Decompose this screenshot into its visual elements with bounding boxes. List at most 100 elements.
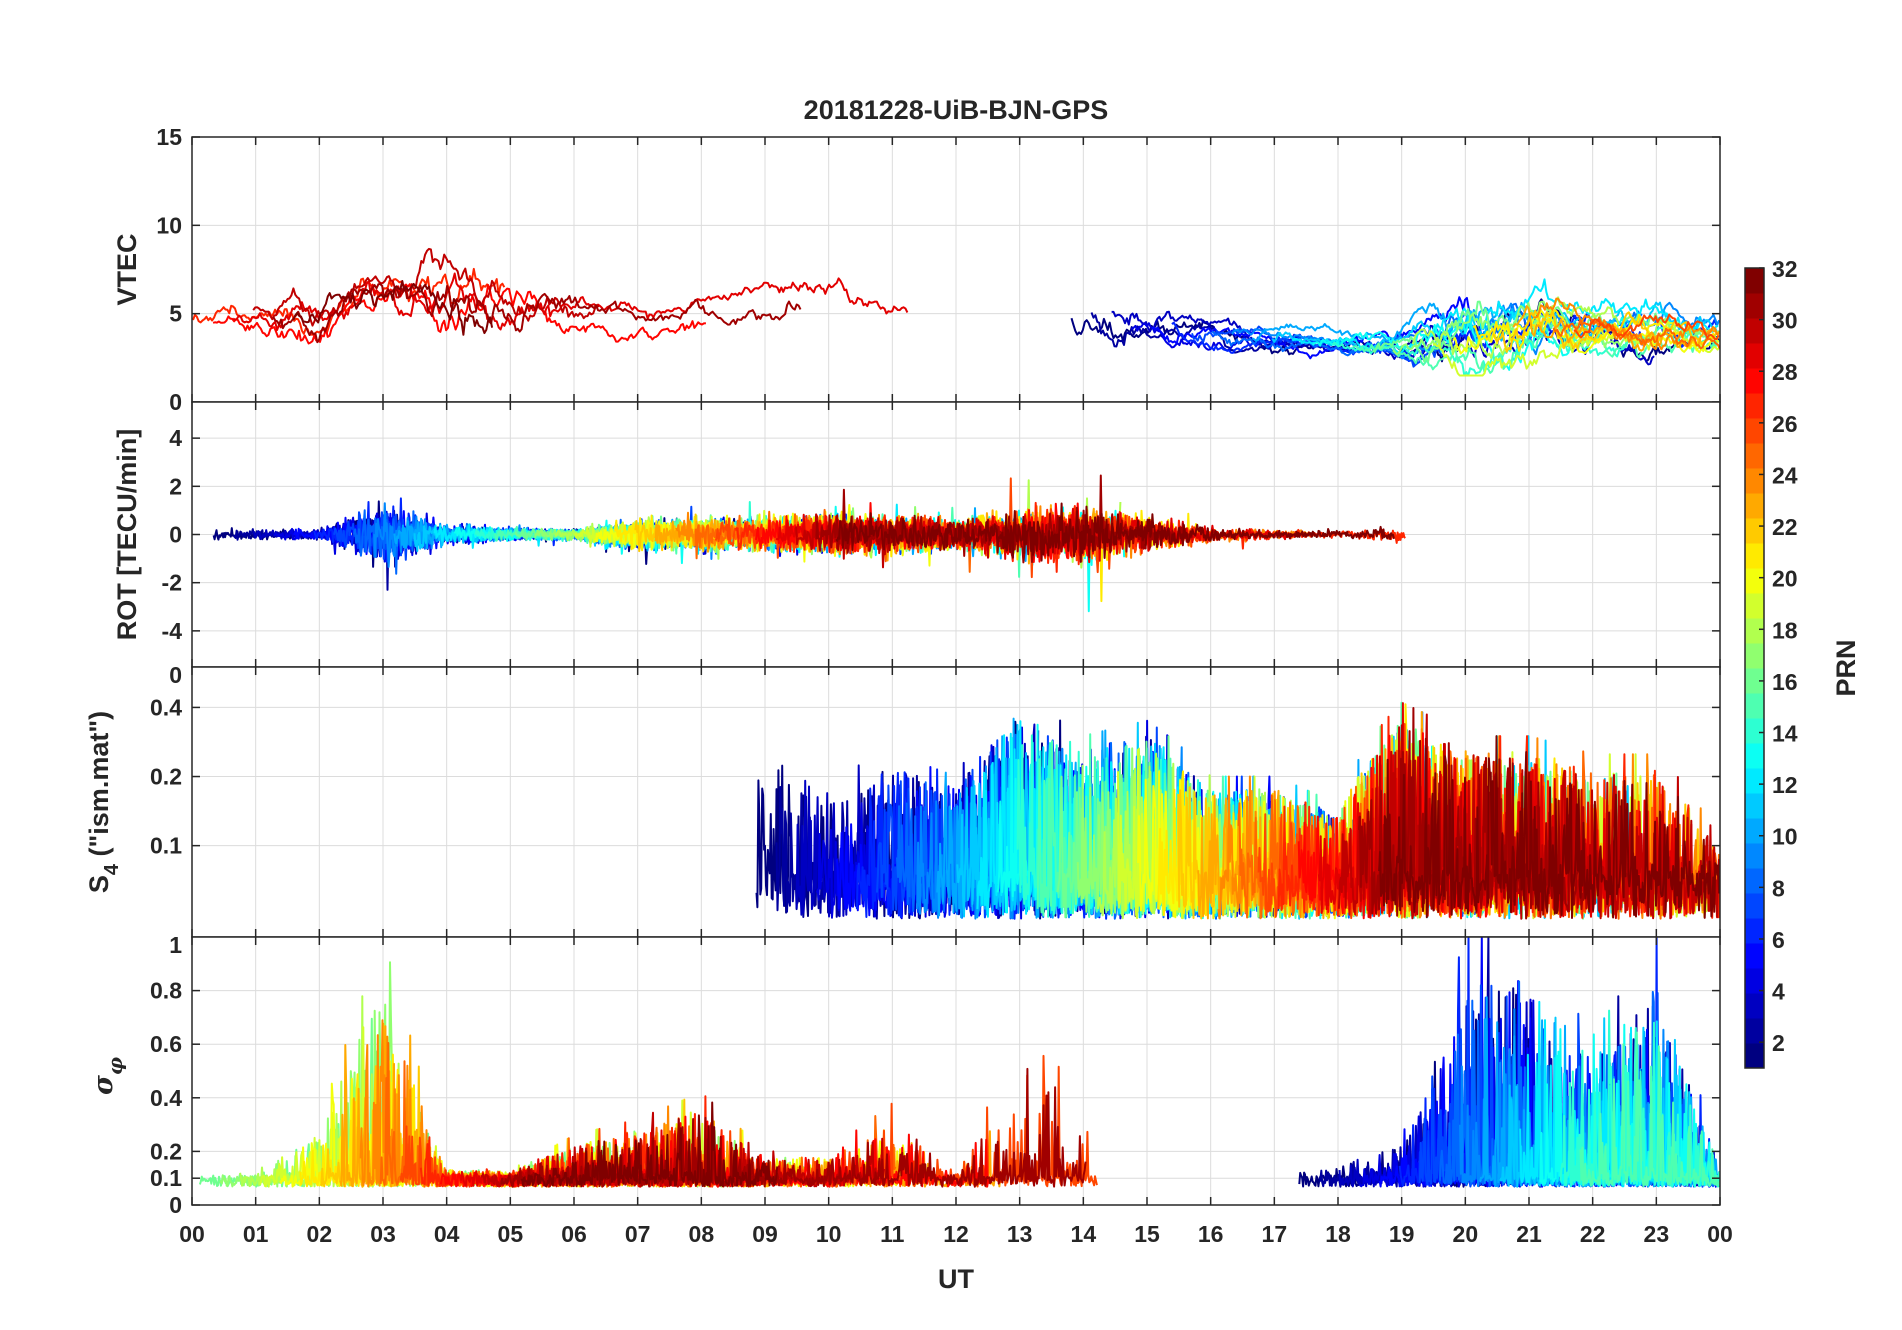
shared-x-axis: 00 01 02 03 04 05 06 07 08 09 10 11 12 13 14 15 16 17 18 19… [179, 1221, 1733, 1247]
series-group-vtec [192, 247, 1720, 377]
colorbar-segment [1745, 443, 1764, 469]
y-tick-label-vtec: 0 [169, 389, 182, 415]
colorbar-segment [1745, 818, 1764, 844]
colorbar-segment [1745, 793, 1764, 819]
colorbar-segment [1745, 393, 1764, 419]
colorbar-tick-label: 26 [1772, 411, 1798, 437]
y-tick-label-rot: -4 [162, 618, 183, 644]
colorbar-tick-label: 22 [1772, 514, 1798, 540]
colorbar-tick-label: 32 [1772, 256, 1798, 282]
colorbar-tick-label: 2 [1772, 1030, 1785, 1056]
x-tick-label: 06 [561, 1221, 587, 1247]
colorbar-segment [1745, 993, 1764, 1019]
series-line-sigma_phi-prn-32 [520, 1101, 779, 1188]
x-tick-label: 13 [1007, 1221, 1033, 1247]
x-tick-label: 23 [1644, 1221, 1670, 1247]
colorbar-segment [1745, 718, 1764, 744]
y-axis-label-rot: ROT [TECU/min] [112, 429, 142, 640]
series-group-sigma_phi [198, 937, 1720, 1188]
colorbar-segment [1745, 918, 1764, 944]
colorbar-segment [1745, 518, 1764, 544]
ticks-sigma_phi [191, 937, 1721, 1206]
y-tick-label-rot: 2 [169, 473, 182, 499]
series-group-rot [212, 474, 1406, 613]
x-tick-label: 20 [1453, 1221, 1479, 1247]
y-axis-label-sigma_phi: σφ [88, 1057, 127, 1095]
colorbar-tick-label: 16 [1772, 669, 1798, 695]
x-tick-label: 09 [752, 1221, 778, 1247]
colorbar-segment [1745, 1018, 1764, 1044]
y-tick-label-vtec: 5 [169, 301, 182, 327]
x-tick-label: 05 [498, 1221, 524, 1247]
series-line-sigma_phi-prn-15 [1579, 1031, 1720, 1188]
x-tick-label: 22 [1580, 1221, 1606, 1247]
colorbar-segment [1745, 343, 1764, 369]
figure-title: 20181228-UiB-BJN-GPS [804, 95, 1109, 125]
series-group-s4 [755, 701, 1720, 920]
colorbar-segment [1745, 843, 1764, 869]
colorbar-segment [1745, 568, 1764, 594]
colorbar-tick-label: 10 [1772, 824, 1798, 850]
series-line-vtec-prn-25 [1552, 316, 1720, 350]
panel-s4: 0.1 0.2 0.4 0 S4 ("ism.mat") [84, 662, 1721, 938]
series-line-vtec-prn-32 [292, 280, 494, 336]
series-line-vtec-prn-17 [1392, 300, 1720, 356]
colorbar-segment [1745, 968, 1764, 994]
colorbar-segment [1745, 943, 1764, 969]
colorbar-segment [1745, 593, 1764, 619]
colorbar-segment [1745, 368, 1764, 394]
colorbar-label: PRN [1831, 639, 1861, 696]
x-tick-label: 07 [625, 1221, 651, 1247]
x-tick-label: 10 [816, 1221, 842, 1247]
colorbar-segment [1745, 1043, 1764, 1069]
x-tick-label: 00 [1707, 1221, 1733, 1247]
colorbar-box [1744, 267, 1765, 1069]
colorbar-tick-label: 8 [1772, 875, 1785, 901]
series-line-vtec-prn-23 [1512, 305, 1720, 352]
y-tick-label-vtec: 10 [156, 212, 182, 238]
x-tick-label: 02 [307, 1221, 333, 1247]
y-axis-label-vtec: VTEC [112, 233, 142, 305]
x-tick-label: 00 [179, 1221, 205, 1247]
colorbar-tick-label: 30 [1772, 308, 1798, 334]
colorbar-segment [1745, 768, 1764, 794]
y-tick-label-s4: 0.2 [150, 764, 182, 790]
x-tick-label: 15 [1134, 1221, 1160, 1247]
y-tick-label-sigma_phi: 0 [169, 1192, 182, 1218]
x-tick-label: 03 [370, 1221, 396, 1247]
x-axis-label: UT [938, 1264, 974, 1294]
y-tick-label-rot: 4 [169, 425, 182, 451]
colorbar-segment [1745, 543, 1764, 569]
x-tick-label: 01 [243, 1221, 269, 1247]
series-line-rot-prn-32 [835, 502, 1395, 563]
series-line-vtec-prn-12 [1291, 278, 1719, 355]
colorbar-segment [1745, 268, 1764, 294]
y-tick-label-sigma_phi: 0.4 [150, 1085, 182, 1111]
x-tick-label: 08 [689, 1221, 715, 1247]
x-tick-label: 14 [1071, 1221, 1097, 1247]
panel-sigma_phi: 00.10.2 0.4 0.6 0.8 1 σφ [88, 932, 1721, 1218]
y-axis-label-s4: S4 ("ism.mat") [84, 711, 123, 893]
y-tick-label-top-s4: 0 [169, 662, 182, 688]
colorbar-tick-label: 6 [1772, 927, 1785, 953]
ticks-vtec [191, 136, 1721, 403]
series-line-s4-prn-32 [1378, 735, 1720, 919]
x-tick-label: 04 [434, 1221, 460, 1247]
series-line-vtec-prn-29 [232, 272, 909, 331]
colorbar-tick-label: 20 [1772, 566, 1798, 592]
ticks-rot [191, 402, 1721, 667]
series-line-vtec-prn-24 [1533, 297, 1719, 351]
colorbar-segment [1745, 418, 1764, 444]
y-tick-label-s4: 0.1 [150, 833, 182, 859]
y-tick-label-sigma_phi: 0.6 [150, 1031, 182, 1057]
y-tick-label-s4: 0.4 [150, 694, 182, 720]
colorbar-segment [1745, 618, 1764, 644]
colorbar-segment [1745, 643, 1764, 669]
x-tick-label: 17 [1262, 1221, 1288, 1247]
colorbar-tick-label: 24 [1772, 462, 1798, 488]
colorbar-tick-label: 28 [1772, 359, 1798, 385]
colorbar-segment [1745, 668, 1764, 694]
